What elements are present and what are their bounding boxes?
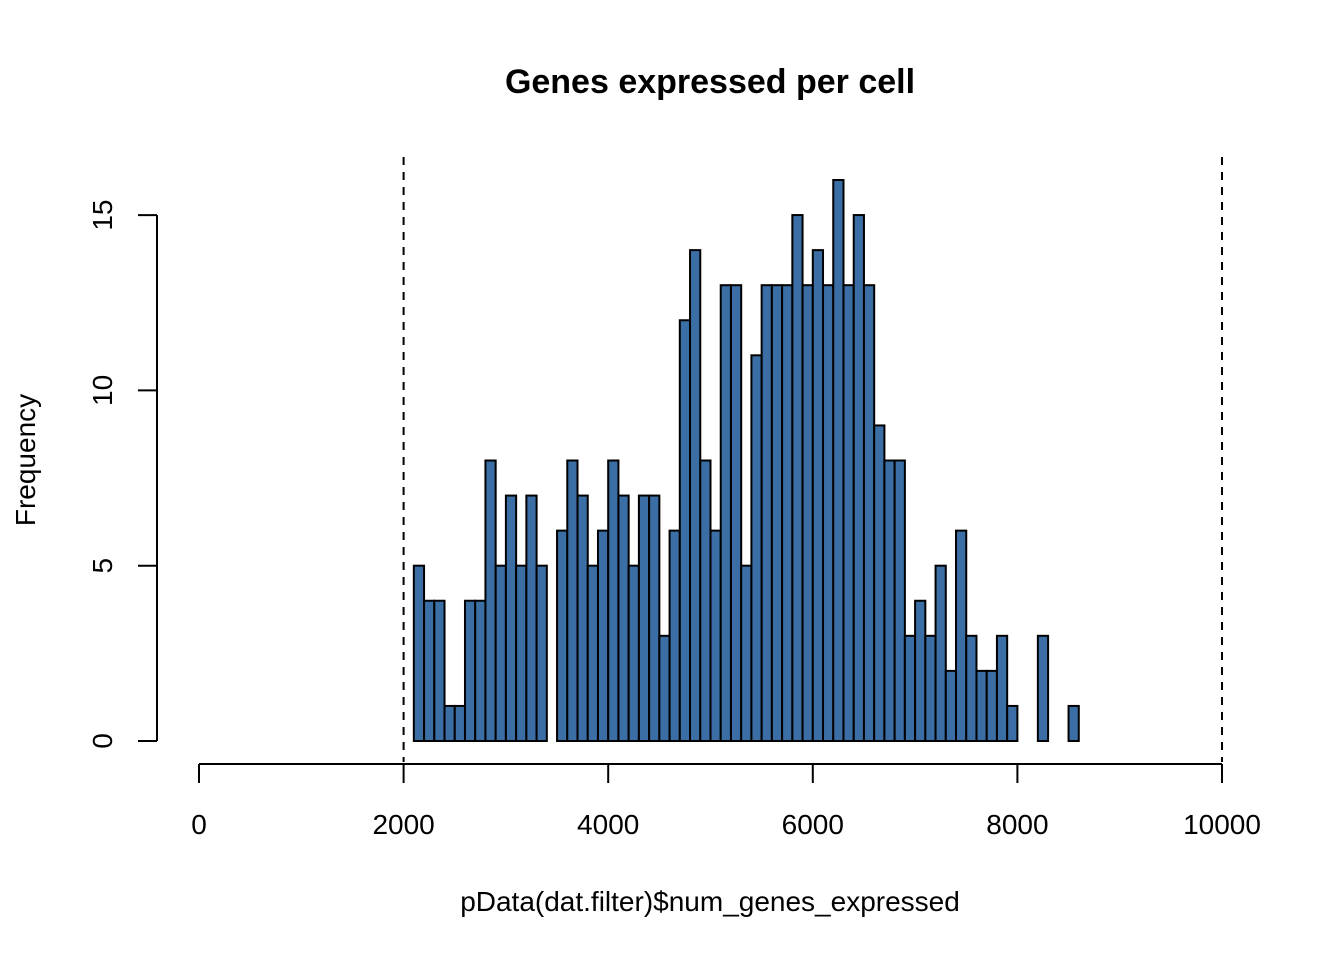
histogram-bar xyxy=(412,564,426,742)
histogram-bar xyxy=(740,564,753,742)
histogram-bar xyxy=(433,599,446,742)
histogram-bar xyxy=(474,599,487,742)
histogram-bar xyxy=(883,459,896,742)
bars-group xyxy=(412,179,1080,742)
histogram-bar xyxy=(627,564,640,742)
histogram-bar xyxy=(453,704,466,742)
histogram-bar xyxy=(903,634,917,742)
x-tick-label: 4000 xyxy=(577,809,639,840)
x-tick-label: 2000 xyxy=(372,809,434,840)
histogram-bar xyxy=(944,669,958,742)
histogram-bar xyxy=(975,669,988,742)
histogram-bar xyxy=(709,529,722,742)
histogram-bar xyxy=(566,459,579,742)
histogram-bar xyxy=(484,459,497,742)
histogram-bar xyxy=(1067,704,1080,742)
histogram-bar xyxy=(617,494,630,742)
histogram-bar xyxy=(965,634,978,742)
y-axis-label: Frequency xyxy=(10,394,41,526)
histogram-bar xyxy=(852,214,865,742)
histogram-bar xyxy=(729,284,743,742)
reference-lines xyxy=(402,157,1223,762)
histogram-bar xyxy=(781,284,794,742)
histogram-bar xyxy=(842,284,855,742)
histogram-bar xyxy=(535,564,548,742)
histogram-bar xyxy=(515,564,528,742)
histogram-bar xyxy=(607,459,620,742)
x-axis: 0 2000 4000 6000 8000 10000 xyxy=(191,763,1261,840)
histogram-bar xyxy=(596,529,610,742)
histogram-bar xyxy=(443,704,456,742)
histogram-bar xyxy=(504,494,518,742)
y-axis: 0 5 10 15 xyxy=(87,199,158,749)
histogram-bar xyxy=(576,494,589,742)
histogram-bar xyxy=(658,634,671,742)
histogram-bar xyxy=(678,319,692,742)
histogram-bar xyxy=(750,354,763,742)
y-tick-label: 5 xyxy=(87,558,118,574)
x-tick-label: 6000 xyxy=(782,809,844,840)
histogram-bar xyxy=(525,494,538,742)
histogram-bar xyxy=(995,634,1009,742)
histogram-bar xyxy=(801,284,814,742)
histogram-bar xyxy=(914,599,927,742)
histogram-bar xyxy=(924,634,937,742)
histogram-bar xyxy=(1036,634,1050,742)
histogram-bar xyxy=(699,459,712,742)
histogram-bar xyxy=(832,179,845,742)
x-tick-label: 8000 xyxy=(986,809,1048,840)
histogram-bar xyxy=(955,529,968,742)
histogram-bar xyxy=(556,529,569,742)
x-tick-label: 10000 xyxy=(1183,809,1261,840)
chart-title: Genes expressed per cell xyxy=(505,63,915,101)
histogram-bar xyxy=(760,284,773,742)
histogram-bar xyxy=(873,424,886,742)
histogram-bar xyxy=(862,284,876,742)
histogram-bar xyxy=(689,249,702,742)
histogram-bar xyxy=(668,529,681,742)
histogram-bar xyxy=(811,249,825,742)
histogram-bar xyxy=(791,214,804,742)
histogram-bar xyxy=(719,284,732,742)
histogram-bar xyxy=(1006,704,1019,742)
histogram-bar xyxy=(985,669,998,742)
y-tick-label: 0 xyxy=(87,733,118,749)
histogram-bar xyxy=(770,284,784,742)
histogram-bar xyxy=(822,284,835,742)
x-axis-label: pData(dat.filter)$num_genes_expressed xyxy=(460,886,960,917)
histogram-bar xyxy=(494,564,507,742)
histogram-bar xyxy=(586,564,599,742)
histogram-bar xyxy=(637,494,651,742)
histogram-bar xyxy=(934,564,947,742)
histogram-bar xyxy=(893,459,906,742)
histogram-bar xyxy=(463,599,477,742)
y-tick-label: 10 xyxy=(87,375,118,406)
histogram-bar xyxy=(648,494,661,742)
histogram-bar xyxy=(423,599,436,742)
x-tick-label: 0 xyxy=(191,809,207,840)
y-tick-label: 15 xyxy=(87,199,118,230)
